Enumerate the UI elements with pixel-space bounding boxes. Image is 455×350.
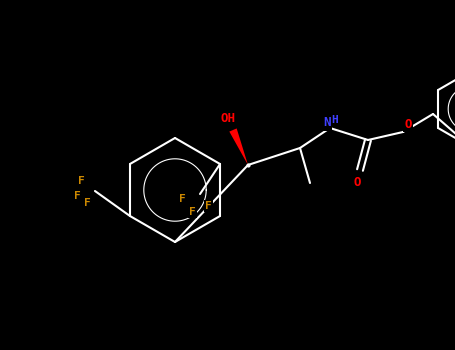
Text: H: H: [332, 115, 339, 125]
Text: F: F: [189, 207, 195, 217]
Text: O: O: [404, 118, 412, 131]
Text: F: F: [84, 198, 91, 208]
Text: F: F: [179, 194, 185, 204]
Polygon shape: [229, 128, 248, 165]
Text: F: F: [78, 176, 84, 186]
Text: OH: OH: [221, 112, 236, 125]
Text: O: O: [353, 175, 361, 189]
Text: F: F: [205, 201, 212, 211]
Text: N: N: [323, 117, 331, 130]
Text: F: F: [74, 191, 81, 201]
